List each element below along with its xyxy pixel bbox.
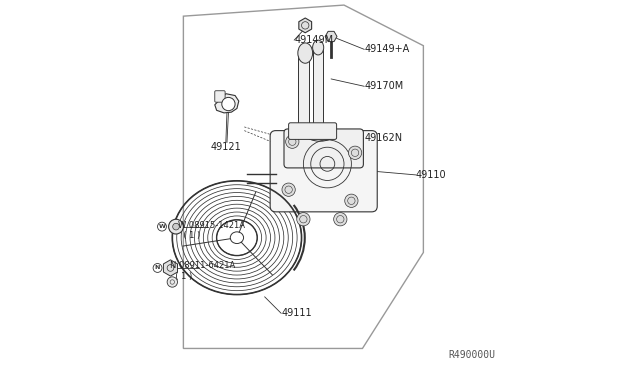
Ellipse shape <box>312 40 324 55</box>
Circle shape <box>348 146 362 160</box>
Text: 49162N: 49162N <box>364 133 403 143</box>
Circle shape <box>345 194 358 208</box>
Text: 49149+A: 49149+A <box>364 44 410 54</box>
FancyBboxPatch shape <box>215 91 225 102</box>
Circle shape <box>333 212 347 226</box>
FancyBboxPatch shape <box>284 129 364 168</box>
Polygon shape <box>325 31 337 42</box>
FancyBboxPatch shape <box>289 123 337 140</box>
Text: N 08911-6421A
  ( 1 ): N 08911-6421A ( 1 ) <box>170 261 236 280</box>
Circle shape <box>282 183 295 196</box>
Circle shape <box>173 223 179 230</box>
Text: W: W <box>159 224 165 229</box>
FancyBboxPatch shape <box>270 131 377 212</box>
Polygon shape <box>163 260 177 276</box>
FancyBboxPatch shape <box>298 49 308 136</box>
Text: 49111: 49111 <box>281 308 312 318</box>
Polygon shape <box>299 18 312 33</box>
Circle shape <box>168 219 184 234</box>
Text: 49149M: 49149M <box>294 35 333 45</box>
Text: N: N <box>155 266 160 270</box>
FancyBboxPatch shape <box>313 49 323 136</box>
Text: W 08915-1421A
  ( 1 ): W 08915-1421A ( 1 ) <box>178 221 245 240</box>
Text: 49121: 49121 <box>211 142 241 152</box>
Polygon shape <box>215 94 239 113</box>
Ellipse shape <box>298 43 312 63</box>
Circle shape <box>222 97 235 111</box>
Text: R490000U: R490000U <box>449 350 495 359</box>
Circle shape <box>297 212 310 226</box>
Text: 49110: 49110 <box>416 170 447 180</box>
Text: 49170M: 49170M <box>364 81 404 91</box>
Circle shape <box>167 277 177 287</box>
Circle shape <box>285 135 299 148</box>
